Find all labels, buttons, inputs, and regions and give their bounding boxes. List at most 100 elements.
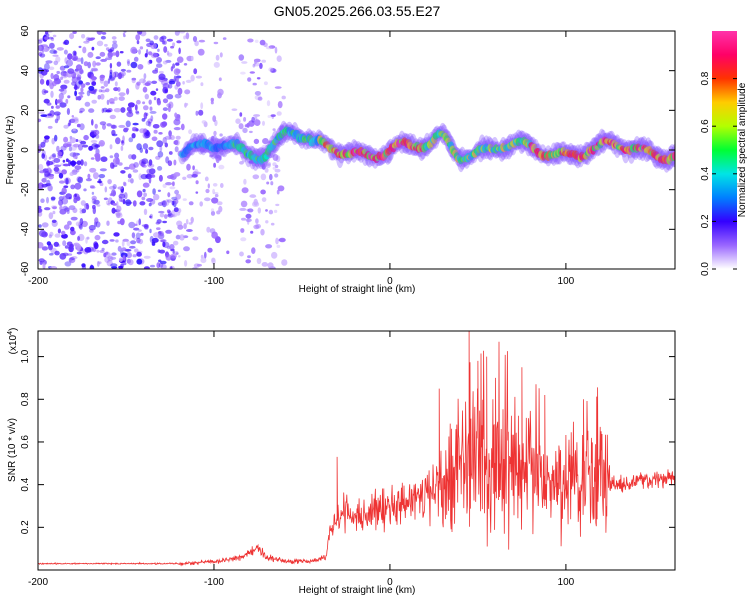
noise-blob <box>241 61 248 64</box>
noise-blob <box>69 172 74 176</box>
noise-blob <box>166 209 171 213</box>
noise-blob <box>54 118 59 124</box>
noise-blob <box>39 260 43 265</box>
noise-blob <box>265 161 272 166</box>
noise-blob <box>53 111 61 116</box>
colorbar-tick-label: 0.2 <box>700 214 711 228</box>
noise-blob <box>161 200 167 208</box>
noise-blob <box>42 262 46 269</box>
noise-blob <box>85 237 88 244</box>
spectrogram-xlabel: Height of straight line (km) <box>299 284 416 295</box>
noise-blob <box>95 56 101 60</box>
noise-blob <box>253 114 261 117</box>
noise-blob <box>54 250 60 256</box>
noise-blob <box>72 116 79 122</box>
noise-blob <box>52 34 57 38</box>
noise-blob <box>141 158 149 165</box>
noise-blob <box>63 79 70 84</box>
noise-blob <box>143 255 151 259</box>
noise-blob <box>49 169 53 174</box>
snr-ytick-label: 0.8 <box>20 392 31 406</box>
noise-blob <box>44 171 51 177</box>
noise-blob <box>171 214 177 218</box>
noise-blob <box>175 211 181 216</box>
noise-blob <box>133 162 139 168</box>
noise-blob <box>131 232 136 239</box>
noise-blob <box>120 68 126 72</box>
noise-blob <box>67 220 72 226</box>
noise-blob <box>50 90 54 98</box>
noise-blob <box>105 109 111 113</box>
noise-blob <box>83 40 90 44</box>
noise-blob <box>165 59 172 63</box>
noise-blob <box>153 96 157 101</box>
noise-blob <box>128 221 136 229</box>
noise-blob <box>270 114 276 117</box>
noise-blob <box>43 47 50 52</box>
noise-blob <box>103 252 107 258</box>
noise-blob <box>110 124 116 129</box>
noise-blob <box>200 102 204 110</box>
noise-blob <box>111 42 118 49</box>
noise-blob <box>131 78 136 84</box>
noise-blob <box>192 165 195 171</box>
noise-blob <box>118 257 123 262</box>
noise-blob <box>47 113 52 116</box>
noise-blob <box>113 164 118 168</box>
noise-blob <box>175 81 181 87</box>
noise-blob <box>251 116 255 123</box>
noise-blob <box>246 217 250 225</box>
noise-blob <box>77 96 82 101</box>
noise-blob <box>147 118 153 124</box>
noise-blob <box>73 69 81 75</box>
noise-blob <box>276 189 280 195</box>
noise-blob <box>141 196 146 201</box>
noise-blob <box>143 105 149 111</box>
noise-blob <box>91 198 97 205</box>
noise-blob <box>85 178 92 182</box>
noise-blob <box>118 193 126 199</box>
noise-blob <box>265 209 268 212</box>
noise-blob <box>180 123 185 131</box>
noise-blob <box>148 59 153 64</box>
noise-blob <box>136 81 141 86</box>
noise-blob <box>97 94 101 100</box>
noise-blob <box>149 110 157 114</box>
snr-yscale-exp: 4 <box>7 331 14 335</box>
noise-blob <box>111 252 117 256</box>
noise-blob <box>121 240 125 247</box>
noise-blob <box>38 163 44 171</box>
noise-blob <box>72 118 79 124</box>
noise-blob <box>272 166 277 170</box>
noise-blob <box>231 108 238 111</box>
noise-blob <box>149 228 152 234</box>
noise-blob <box>109 114 117 120</box>
noise-blob <box>53 241 59 247</box>
noise-blob <box>150 52 158 59</box>
noise-blob <box>120 249 124 256</box>
noise-blob <box>139 201 146 206</box>
noise-blob <box>162 82 170 90</box>
snr-marks <box>38 331 675 567</box>
noise-blob <box>126 88 130 95</box>
noise-blob <box>86 236 90 240</box>
noise-blob <box>94 234 101 241</box>
noise-blob <box>144 53 148 58</box>
noise-blob <box>255 218 259 224</box>
noise-blob <box>157 202 164 206</box>
noise-blob <box>263 81 268 86</box>
noise-blob <box>148 159 153 166</box>
noise-blob <box>80 200 86 206</box>
noise-blob <box>41 177 47 183</box>
noise-blob <box>75 96 79 101</box>
noise-blob <box>274 86 282 89</box>
noise-blob <box>171 200 175 206</box>
noise-blob <box>210 210 216 216</box>
noise-blob <box>72 169 77 173</box>
noise-blob <box>61 230 66 235</box>
noise-blob <box>266 100 271 107</box>
noise-blob <box>256 77 261 80</box>
noise-blob <box>80 159 84 166</box>
noise-blob <box>91 195 97 201</box>
